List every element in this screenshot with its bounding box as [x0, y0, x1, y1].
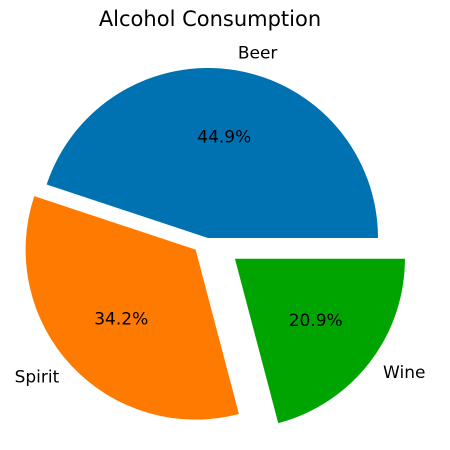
- value-label: 20.9%: [289, 311, 343, 331]
- chart-title: Alcohol Consumption: [99, 7, 321, 31]
- slice-label: Beer: [238, 43, 278, 63]
- pie-slice: [25, 196, 239, 420]
- pie-slice: [46, 68, 378, 239]
- value-label: 34.2%: [94, 309, 148, 329]
- value-label: 44.9%: [197, 127, 251, 147]
- slice-label: Wine: [383, 363, 425, 383]
- slice-label: Spirit: [15, 368, 60, 388]
- pie-slice: [234, 258, 405, 424]
